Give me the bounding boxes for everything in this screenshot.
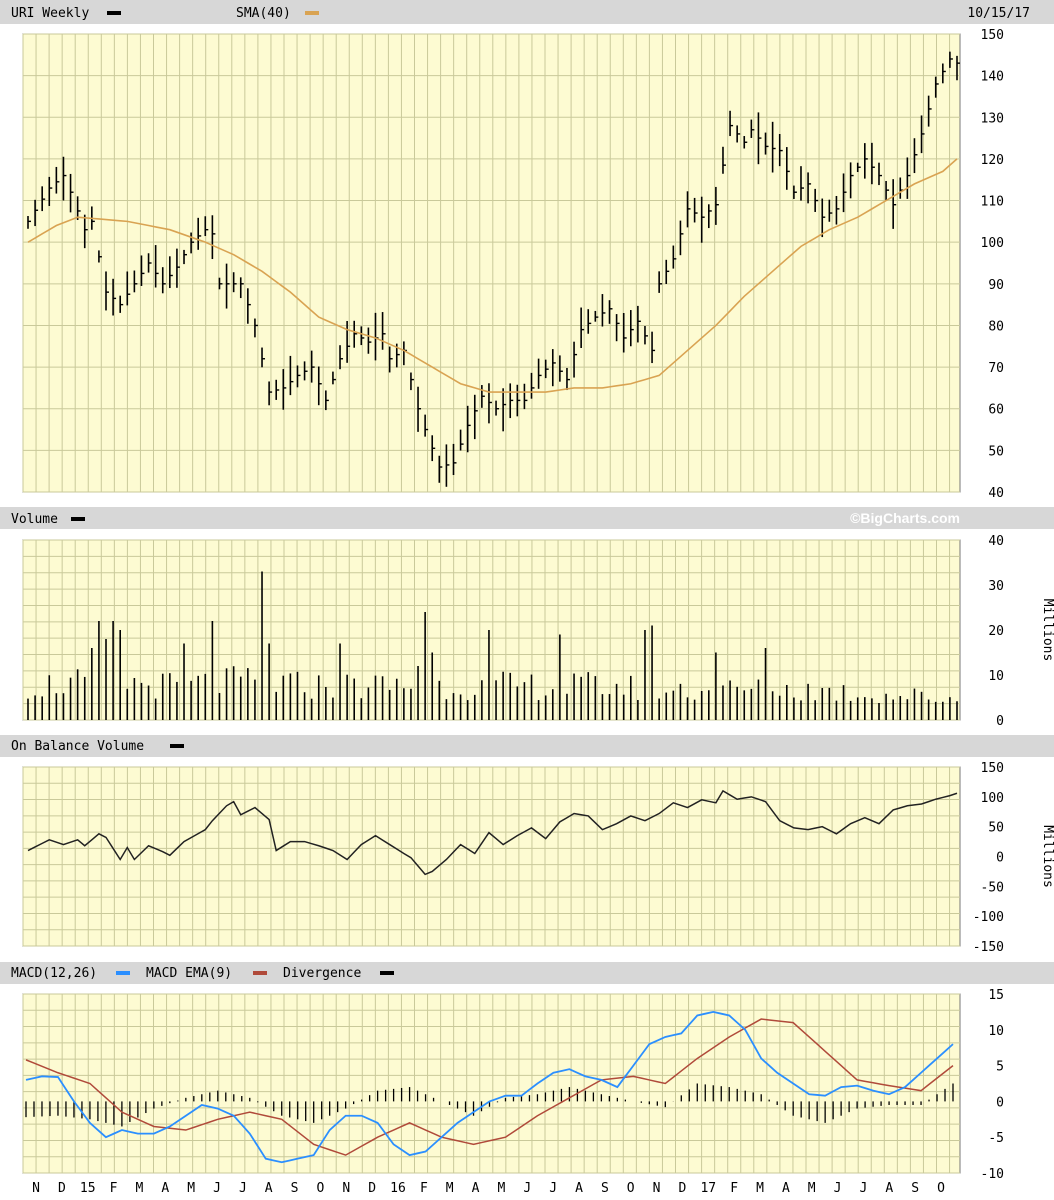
sma-legend-label: SMA(40): [236, 6, 291, 21]
sma-legend-swatch: [305, 11, 319, 15]
obv-y-tick-label: -150: [973, 940, 1004, 955]
x-tick-label: J: [523, 1181, 531, 1196]
x-tick-label: S: [291, 1181, 299, 1196]
x-tick-label: N: [653, 1181, 661, 1196]
obv-y-tick-label: 150: [981, 761, 1004, 776]
x-tick-label: D: [368, 1181, 376, 1196]
obv-unit-label: Millions: [1040, 825, 1054, 888]
x-tick-label: J: [834, 1181, 842, 1196]
volume-y-tick-label: 40: [988, 534, 1004, 549]
x-tick-label: M: [446, 1181, 454, 1196]
x-tick-label: 17: [700, 1181, 716, 1196]
obv-legend-swatch: [170, 744, 184, 748]
macd-y-tick-label: 0: [996, 1095, 1004, 1110]
price-y-tick-label: 150: [981, 28, 1004, 43]
x-tick-label: S: [911, 1181, 919, 1196]
macd-legend-label: MACD(12,26): [11, 966, 97, 981]
volume-legend-label: Volume: [11, 512, 58, 527]
macd-y-tick-label: -5: [988, 1131, 1004, 1146]
price-y-tick-label: 50: [988, 444, 1004, 459]
x-tick-label: M: [498, 1181, 506, 1196]
x-tick-label: F: [420, 1181, 428, 1196]
x-tick-label: J: [860, 1181, 868, 1196]
x-axis: N D 15 F M A M J J A S O N D 16 F M A M J J A S O N D 17 F M A M J J A S O: [32, 1181, 945, 1196]
x-tick-label: A: [782, 1181, 790, 1196]
macd-y-tick-label: 15: [988, 988, 1004, 1003]
x-tick-label: 16: [390, 1181, 406, 1196]
sma-line: [27, 158, 958, 393]
price-y-tick-label: 120: [981, 153, 1004, 168]
price-y-tick-label: 140: [981, 70, 1004, 85]
obv-legend-label: On Balance Volume: [11, 739, 144, 754]
x-tick-label: N: [342, 1181, 350, 1196]
x-tick-label: D: [58, 1181, 66, 1196]
price-panel: 40 50 60 70 80 90 100 110 120 130 140 150: [22, 28, 1004, 501]
volume-header-bg: [0, 507, 1054, 529]
credit-text: ©BigCharts.com: [850, 510, 960, 526]
price-y-tick-label: 70: [988, 361, 1004, 376]
price-y-tick-label: 100: [981, 236, 1004, 251]
price-legend-label: URI Weekly: [11, 6, 89, 21]
price-legend-swatch: [107, 11, 121, 15]
x-tick-label: M: [756, 1181, 764, 1196]
x-tick-label: A: [472, 1181, 480, 1196]
x-tick-label: J: [239, 1181, 247, 1196]
chart-date: 10/15/17: [967, 6, 1030, 21]
price-y-tick-label: 80: [988, 319, 1004, 334]
x-tick-label: M: [136, 1181, 144, 1196]
macd-ema-legend-label: MACD EMA(9): [146, 966, 232, 981]
x-tick-label: A: [575, 1181, 583, 1196]
x-tick-label: J: [549, 1181, 557, 1196]
x-tick-label: O: [937, 1181, 945, 1196]
price-y-tick-label: 40: [988, 486, 1004, 501]
price-y-tick-label: 90: [988, 278, 1004, 293]
obv-line: [27, 789, 958, 876]
price-y-tick-label: 60: [988, 403, 1004, 418]
x-tick-label: A: [161, 1181, 169, 1196]
x-tick-label: O: [627, 1181, 635, 1196]
x-tick-label: F: [730, 1181, 738, 1196]
x-tick-label: M: [808, 1181, 816, 1196]
x-tick-label: O: [317, 1181, 325, 1196]
volume-y-tick-label: 0: [996, 714, 1004, 729]
obv-y-tick-label: 0: [996, 851, 1004, 866]
x-tick-label: N: [32, 1181, 40, 1196]
volume-unit-label: Millions: [1040, 599, 1054, 662]
macd-header-bg: [0, 962, 1054, 984]
macd-ema-line: [25, 1018, 954, 1156]
volume-y-tick-label: 20: [988, 624, 1004, 639]
volume-y-tick-label: 10: [988, 669, 1004, 684]
volume-legend-swatch: [71, 517, 85, 521]
x-tick-label: D: [679, 1181, 687, 1196]
obv-y-tick-label: -50: [981, 880, 1004, 895]
obv-y-tick-label: -100: [973, 910, 1004, 925]
x-tick-label: A: [265, 1181, 273, 1196]
obv-header-bg: [0, 735, 1054, 757]
macd-y-tick-label: 5: [996, 1060, 1004, 1075]
obv-y-tick-label: 100: [981, 791, 1004, 806]
macd-panel: 15 10 5 0 -5 -10: [22, 988, 1004, 1182]
volume-y-tick-label: 30: [988, 579, 1004, 594]
x-tick-label: A: [885, 1181, 893, 1196]
x-tick-label: S: [601, 1181, 609, 1196]
x-tick-label: M: [187, 1181, 195, 1196]
price-header-bg: [0, 0, 1054, 24]
x-tick-label: J: [213, 1181, 221, 1196]
x-tick-label: F: [110, 1181, 118, 1196]
obv-panel: 150 100 50 0 -50 -100 -150 Millions: [22, 761, 1054, 955]
price-y-tick-label: 110: [981, 195, 1004, 210]
obv-y-tick-label: 50: [988, 821, 1004, 836]
macd-ema-legend-swatch: [253, 971, 267, 975]
x-tick-label: 15: [80, 1181, 96, 1196]
macd-y-tick-label: 10: [988, 1024, 1004, 1039]
price-y-tick-label: 130: [981, 111, 1004, 126]
divergence-legend-label: Divergence: [283, 966, 361, 981]
macd-line: [25, 1010, 954, 1164]
volume-panel: 0 10 20 30 40 Millions: [22, 534, 1054, 729]
macd-y-tick-label: -10: [981, 1167, 1004, 1182]
divergence-legend-swatch: [380, 971, 394, 975]
macd-legend-swatch: [116, 971, 130, 975]
